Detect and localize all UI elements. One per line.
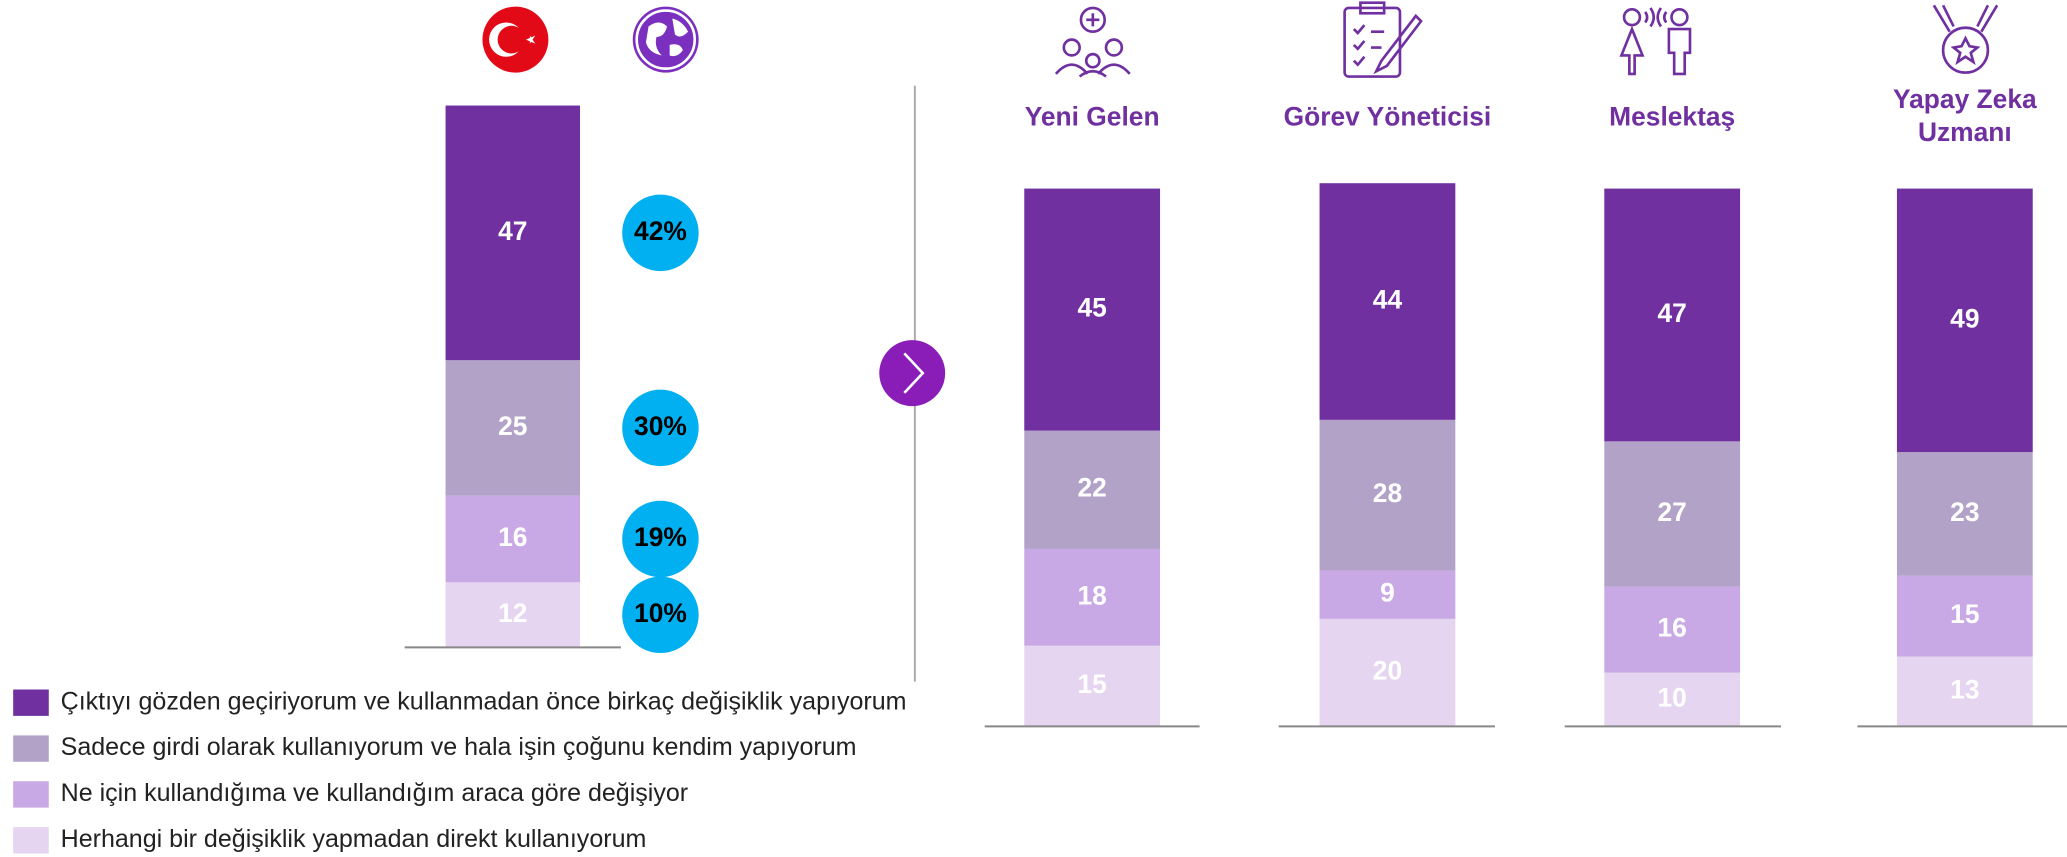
percent-label: 19% bbox=[634, 522, 687, 552]
percent-label: 30% bbox=[634, 411, 687, 441]
bar-segment bbox=[1896, 452, 2033, 576]
legend-label: Herhangi bir değişiklik yapmadan direkt … bbox=[61, 825, 647, 853]
value-label: 47 bbox=[1658, 298, 1687, 328]
legend-swatch bbox=[13, 827, 49, 854]
value-label: 27 bbox=[1658, 497, 1687, 527]
value-label: 44 bbox=[1373, 284, 1403, 314]
bar-segment bbox=[1604, 586, 1741, 673]
newcomer-icon bbox=[1054, 6, 1131, 78]
bar-segment bbox=[1319, 419, 1456, 571]
turkey-flag-icon bbox=[482, 6, 549, 73]
bar-segment bbox=[1896, 656, 2033, 727]
legend-label: Çıktıyı gözden geçiriyorum ve kullanmada… bbox=[61, 687, 907, 715]
legend-swatch bbox=[13, 735, 49, 762]
category-label-box: Yeni Gelen bbox=[1024, 102, 1160, 132]
value-label: 23 bbox=[1950, 497, 1979, 527]
percent-dot bbox=[622, 194, 699, 272]
value-label: 25 bbox=[498, 411, 527, 441]
arrow-icon bbox=[879, 340, 946, 407]
bar-segment bbox=[1319, 618, 1456, 727]
bar-segment bbox=[445, 495, 581, 583]
category-label: Görev Yöneticisi bbox=[1283, 102, 1492, 132]
legend-swatch bbox=[13, 689, 49, 716]
legend-label: Sadece girdi olarak kullanıyorum ve hala… bbox=[61, 733, 857, 761]
percent-label: 42% bbox=[634, 216, 687, 246]
bar-segment bbox=[1604, 188, 1741, 442]
ai-expert-icon bbox=[1932, 4, 1999, 74]
value-label: 16 bbox=[498, 522, 527, 552]
bar-segment bbox=[445, 582, 581, 648]
value-label: 16 bbox=[1658, 613, 1687, 643]
value-label: 28 bbox=[1373, 478, 1402, 508]
value-label: 13 bbox=[1950, 674, 1979, 704]
task-manager-icon bbox=[1343, 1, 1423, 78]
legend-label: Ne için kullandığıma ve kullandığım arac… bbox=[61, 779, 689, 807]
globe-icon bbox=[632, 6, 699, 73]
bar-segment bbox=[445, 360, 581, 496]
category-label-box: Yapay Zeka Uzmanı bbox=[1893, 85, 2037, 148]
bar-segment bbox=[1896, 188, 2033, 453]
bar-segment bbox=[445, 105, 581, 361]
category-label-box: Meslektaş bbox=[1609, 102, 1736, 132]
bar-segment bbox=[1319, 570, 1456, 619]
colleague-icon bbox=[1619, 7, 1692, 76]
value-label: 12 bbox=[498, 598, 527, 628]
percent-dot bbox=[622, 389, 699, 467]
value-label: 10 bbox=[1658, 682, 1687, 712]
bar-segment bbox=[1024, 645, 1161, 727]
bar-segment bbox=[1024, 188, 1161, 431]
category-label: Meslektaş bbox=[1609, 102, 1736, 132]
legend-swatch bbox=[13, 781, 49, 808]
category-label: Yeni Gelen bbox=[1024, 102, 1160, 132]
category-label: Yapay Zeka Uzmanı bbox=[1893, 85, 2037, 148]
value-label: 49 bbox=[1950, 303, 1979, 333]
bar-segment bbox=[1604, 441, 1741, 587]
value-label: 15 bbox=[1077, 669, 1106, 699]
bar-segment bbox=[1896, 575, 2033, 657]
value-label: 9 bbox=[1380, 578, 1395, 608]
value-label: 18 bbox=[1077, 580, 1106, 610]
value-label: 22 bbox=[1077, 473, 1106, 503]
bar-segment bbox=[1604, 672, 1741, 727]
category-label-box: Görev Yöneticisi bbox=[1283, 102, 1492, 132]
bar-segment bbox=[1319, 183, 1456, 420]
bar-segment bbox=[1024, 430, 1161, 549]
bar-segment bbox=[1024, 548, 1161, 646]
value-label: 47 bbox=[498, 216, 527, 246]
percent-dot bbox=[622, 500, 699, 578]
marks: 12 16 25 47 Çıktıyı gözden geçiriyorum ve ku… bbox=[13, 85, 2067, 854]
value-label: 15 bbox=[1950, 599, 1979, 629]
value-label: 20 bbox=[1373, 656, 1402, 686]
percent-label: 10% bbox=[634, 598, 687, 628]
value-label: 45 bbox=[1077, 293, 1106, 323]
percent-dot bbox=[622, 576, 699, 654]
